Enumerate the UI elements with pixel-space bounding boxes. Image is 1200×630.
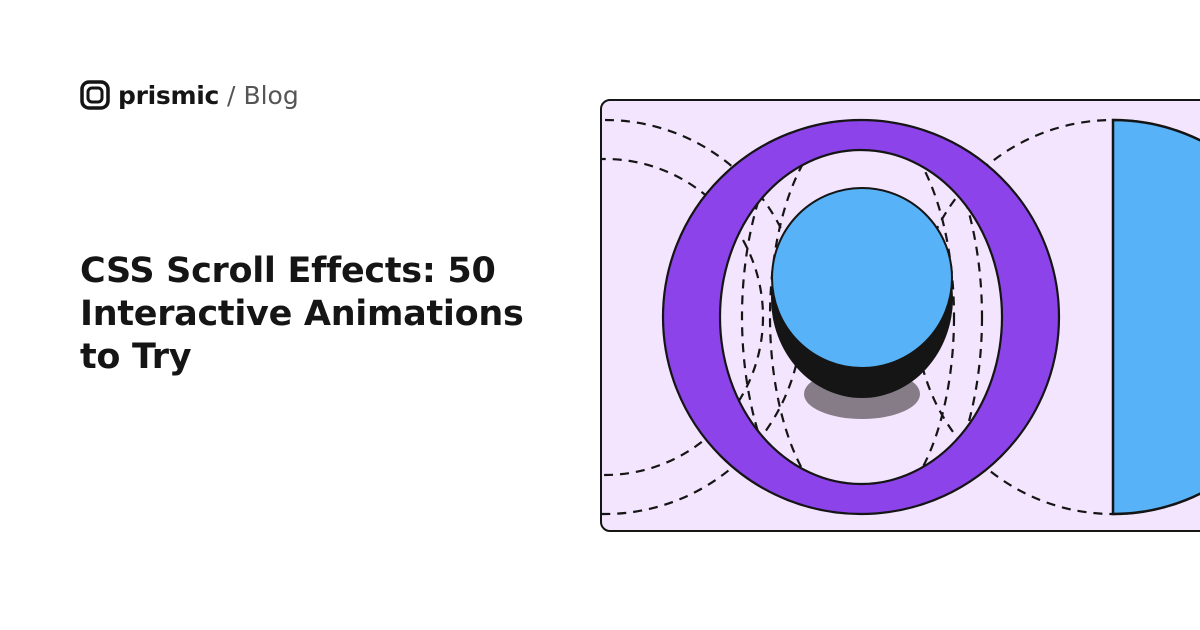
outer-ring xyxy=(661,118,1061,516)
dashed-arc xyxy=(601,157,765,477)
page-title: CSS Scroll Effects: 50 Interactive Anima… xyxy=(80,251,524,377)
dashed-arc xyxy=(740,150,984,484)
half-circle xyxy=(1111,118,1200,516)
breadcrumb-separator: / xyxy=(227,80,236,110)
breadcrumb-section[interactable]: Blog xyxy=(243,80,299,110)
ball-top xyxy=(771,187,953,369)
prismic-logo-icon xyxy=(80,80,110,110)
dashed-arc xyxy=(768,150,956,484)
brand[interactable]: prismic / Blog xyxy=(80,80,299,110)
brand-name: prismic xyxy=(118,80,220,110)
